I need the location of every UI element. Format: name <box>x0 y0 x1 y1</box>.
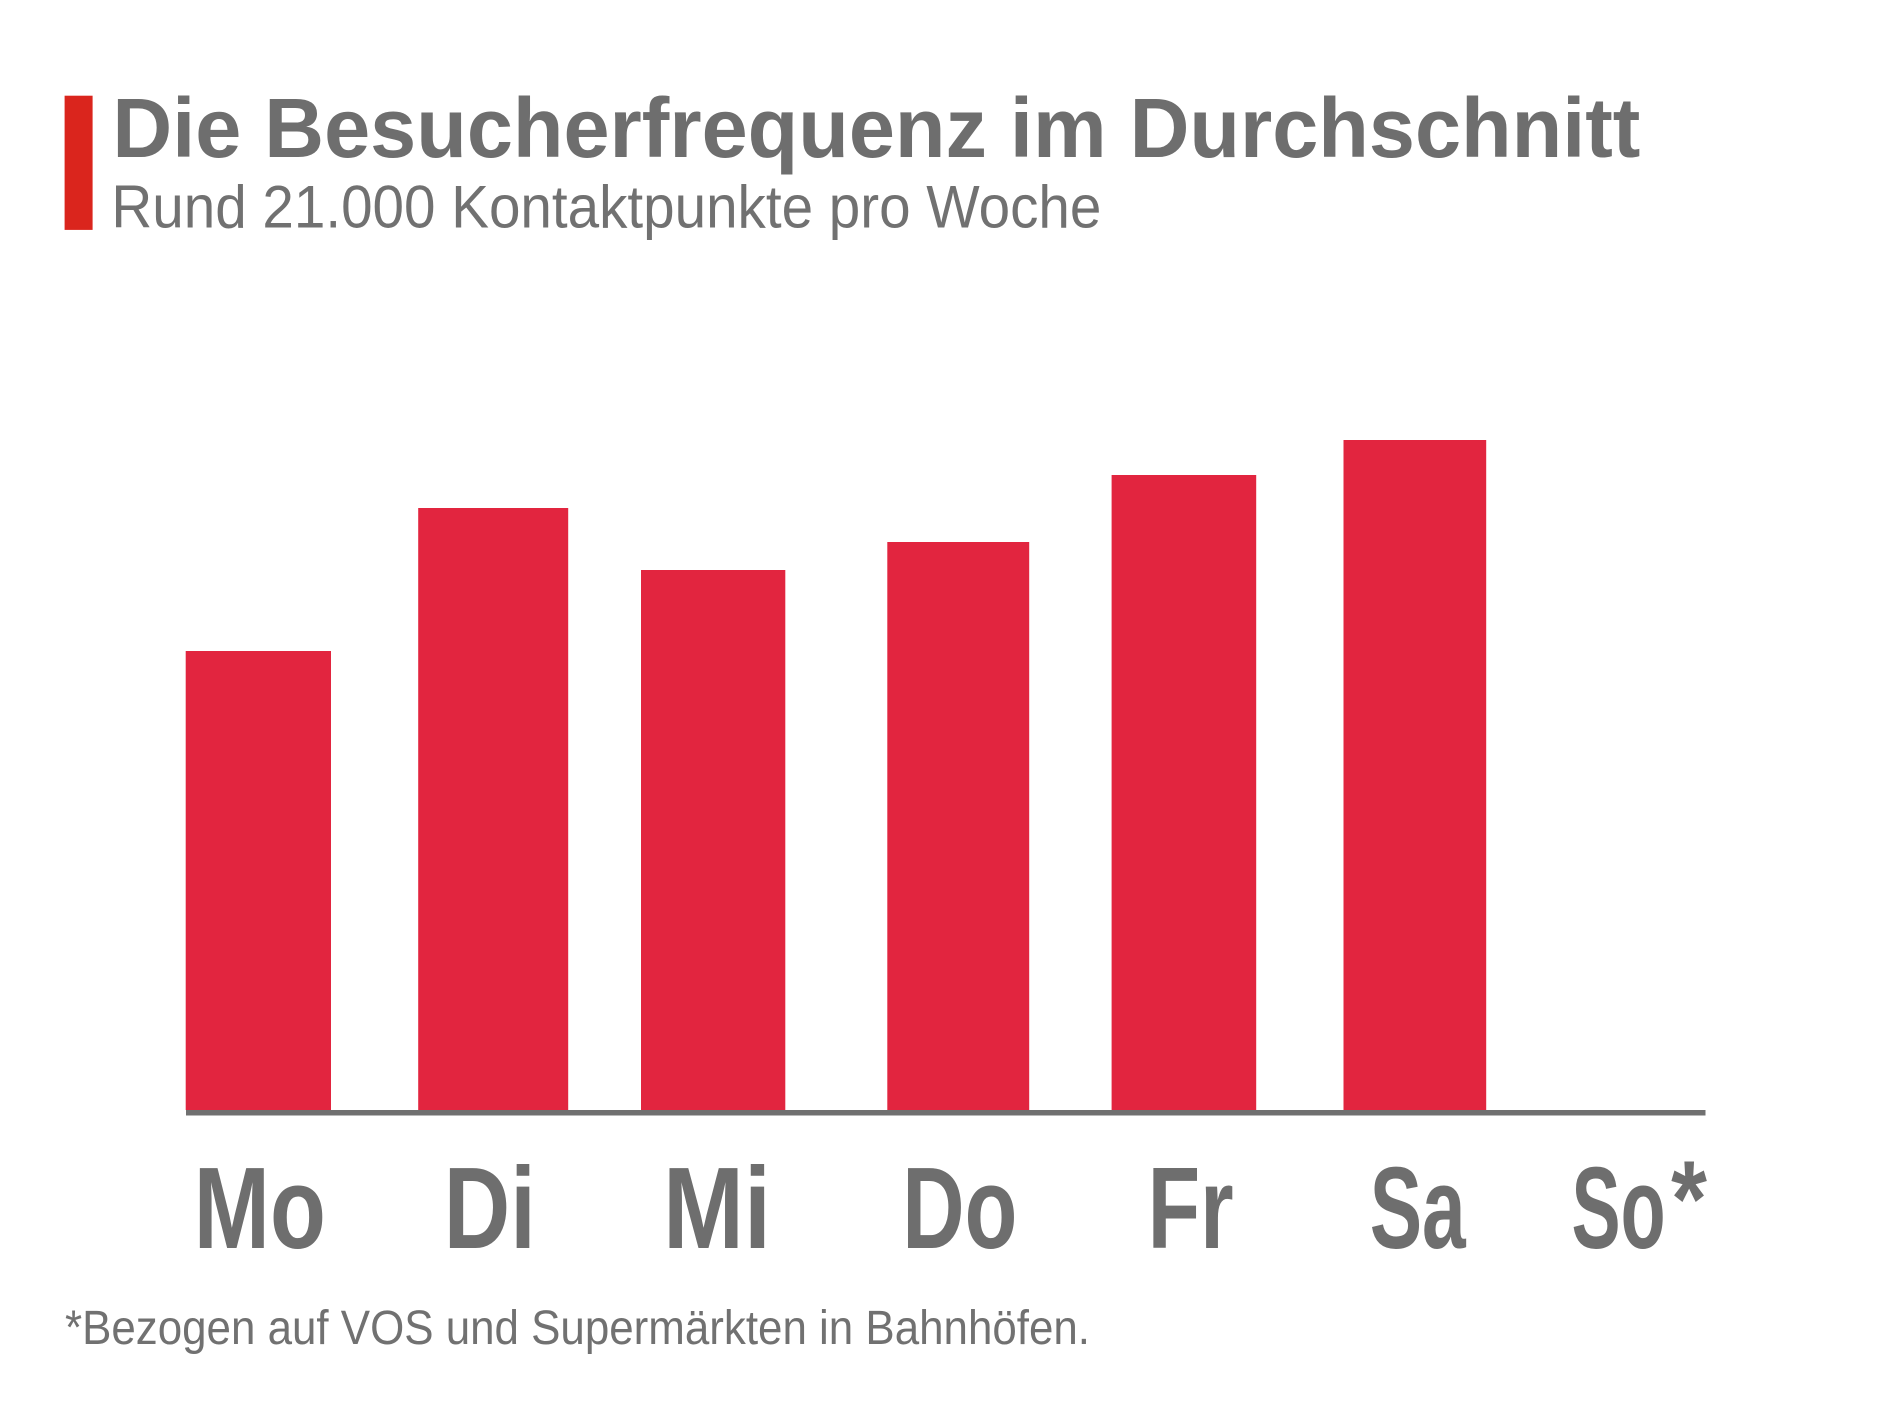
svg-text:Rund 21.000 Kontaktpunkte pro: Rund 21.000 Kontaktpunkte pro Woche <box>111 173 1101 241</box>
svg-text:So: So <box>1572 1143 1666 1273</box>
svg-text:Mi: Mi <box>663 1143 771 1273</box>
svg-text:Fr: Fr <box>1148 1143 1234 1273</box>
svg-text:Sa: Sa <box>1370 1143 1467 1273</box>
svg-text:Die Besucherfrequenz im Durchs: Die Besucherfrequenz im Durchschnitt <box>112 81 1640 175</box>
svg-text:*Bezogen auf VOS und Supermärk: *Bezogen auf VOS und Supermärkten in Bah… <box>65 1301 1090 1355</box>
svg-text:Mo: Mo <box>194 1143 326 1273</box>
svg-text:Do: Do <box>902 1143 1017 1273</box>
svg-text:*: * <box>1671 1138 1707 1260</box>
svg-text:Di: Di <box>444 1143 536 1273</box>
